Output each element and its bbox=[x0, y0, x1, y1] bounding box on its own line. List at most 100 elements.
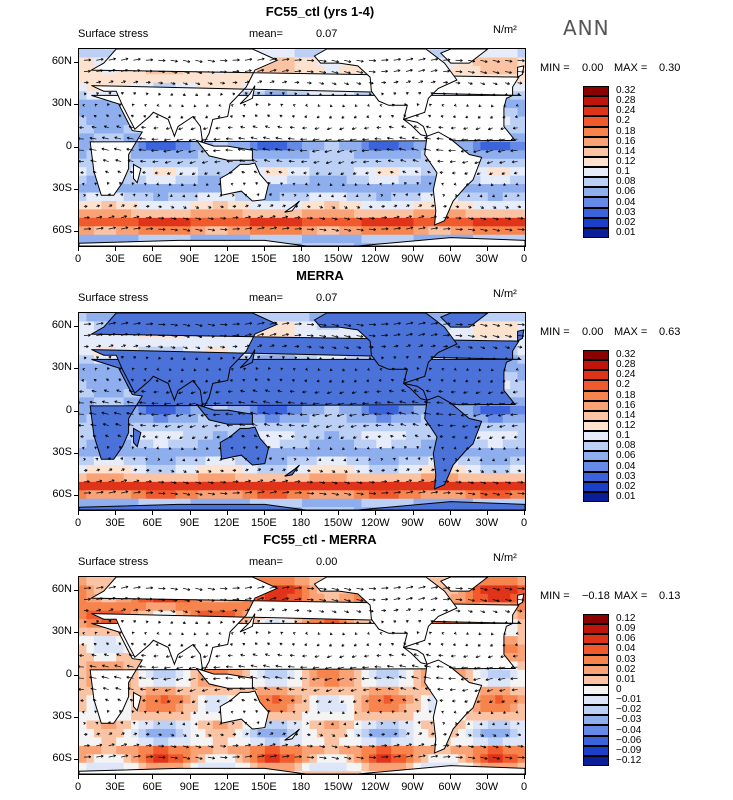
mean-label: mean= bbox=[249, 292, 283, 304]
field-cell bbox=[309, 158, 318, 168]
wind-vector bbox=[257, 322, 265, 325]
wind-arrowhead bbox=[113, 226, 116, 230]
wind-vector bbox=[480, 59, 488, 63]
wind-arrowhead bbox=[441, 104, 445, 107]
wind-arrowhead bbox=[387, 423, 391, 427]
field-cell bbox=[510, 133, 519, 143]
wind-arrowhead bbox=[507, 346, 510, 349]
field-cell bbox=[510, 498, 519, 508]
field-cell bbox=[264, 414, 273, 424]
field-cell bbox=[302, 234, 311, 244]
field-cell bbox=[212, 167, 221, 177]
wind-arrowhead bbox=[100, 226, 104, 230]
field-cell bbox=[168, 464, 177, 475]
wind-arrowhead bbox=[157, 193, 161, 197]
field-cell bbox=[279, 498, 288, 508]
wind-vector bbox=[405, 80, 411, 84]
field-cell bbox=[123, 473, 132, 483]
wind-vector bbox=[418, 322, 426, 325]
field-cell bbox=[391, 490, 400, 500]
field-cell bbox=[86, 99, 95, 109]
field-cell bbox=[420, 184, 429, 194]
wind-arrowhead bbox=[229, 171, 232, 175]
field-cell bbox=[242, 74, 251, 84]
wind-vector bbox=[96, 216, 103, 219]
wind-arrowhead bbox=[350, 160, 354, 164]
wind-arrowhead bbox=[160, 345, 163, 349]
field-cell bbox=[309, 234, 318, 244]
field-cell bbox=[420, 217, 429, 227]
field-cell bbox=[472, 192, 481, 202]
field-cell bbox=[287, 431, 296, 441]
wind-arrowhead bbox=[498, 413, 501, 417]
wind-arrowhead bbox=[180, 379, 184, 383]
field-cell bbox=[331, 431, 340, 441]
field-cell bbox=[331, 464, 340, 475]
field-cell bbox=[495, 158, 504, 168]
wind-vector bbox=[505, 323, 513, 326]
wind-vector bbox=[393, 58, 401, 61]
field-cell bbox=[131, 133, 140, 143]
field-cell bbox=[302, 57, 311, 67]
wind-arrowhead bbox=[170, 92, 174, 96]
wind-vector bbox=[108, 69, 116, 72]
wind-arrowhead bbox=[232, 356, 236, 360]
field-cell bbox=[86, 108, 95, 118]
wind-arrowhead bbox=[367, 182, 370, 186]
field-cell bbox=[220, 192, 229, 202]
wind-arrowhead bbox=[443, 92, 446, 96]
wind-arrowhead bbox=[424, 136, 427, 140]
field-cell bbox=[212, 464, 221, 475]
field-cell bbox=[287, 49, 296, 59]
wind-vector bbox=[467, 82, 473, 85]
field-cell bbox=[168, 167, 177, 177]
field-cell bbox=[294, 167, 303, 177]
field-cell bbox=[86, 124, 95, 135]
wind-arrowhead bbox=[366, 379, 370, 383]
wind-vector bbox=[244, 333, 252, 336]
field-cell bbox=[79, 217, 88, 227]
field-cell bbox=[235, 464, 244, 475]
wind-arrowhead bbox=[432, 344, 436, 348]
wind-arrowhead bbox=[291, 171, 294, 175]
wind-arrowhead bbox=[199, 228, 203, 232]
wind-arrowhead bbox=[220, 356, 223, 360]
field-cell bbox=[212, 234, 221, 244]
field-cell bbox=[79, 456, 88, 466]
wind-arrowhead bbox=[79, 137, 80, 141]
field-cell bbox=[249, 414, 258, 424]
field-cell bbox=[324, 473, 333, 483]
field-cell bbox=[428, 226, 437, 236]
field-cell bbox=[116, 74, 125, 84]
wind-arrowhead bbox=[410, 57, 414, 61]
field-cell bbox=[450, 200, 459, 211]
field-cell bbox=[242, 456, 251, 466]
field-cell bbox=[116, 133, 125, 143]
field-cell bbox=[480, 226, 489, 236]
field-cell bbox=[472, 405, 481, 415]
field-cell bbox=[309, 422, 318, 432]
field-cell bbox=[168, 405, 177, 415]
field-cell bbox=[517, 133, 525, 143]
field-cell bbox=[480, 313, 489, 323]
wind-vector bbox=[418, 69, 426, 72]
field-cell bbox=[220, 217, 229, 227]
field-cell bbox=[123, 456, 132, 466]
wind-arrowhead bbox=[442, 194, 446, 197]
field-cell bbox=[331, 234, 340, 244]
field-cell bbox=[324, 439, 333, 449]
colorbar-label: 0.1 bbox=[616, 166, 630, 178]
wind-arrowhead bbox=[287, 401, 291, 405]
wind-vector bbox=[461, 413, 469, 416]
wind-arrowhead bbox=[374, 137, 378, 141]
wind-vector bbox=[141, 390, 146, 393]
field-cell bbox=[465, 217, 474, 227]
field-cell bbox=[368, 431, 377, 441]
wind-arrowhead bbox=[144, 182, 147, 186]
wind-arrowhead bbox=[480, 357, 484, 361]
field-cell bbox=[398, 234, 407, 244]
field-cell bbox=[272, 313, 281, 323]
field-cell bbox=[302, 464, 311, 475]
land-outline bbox=[79, 501, 525, 510]
field-cell bbox=[346, 329, 355, 339]
